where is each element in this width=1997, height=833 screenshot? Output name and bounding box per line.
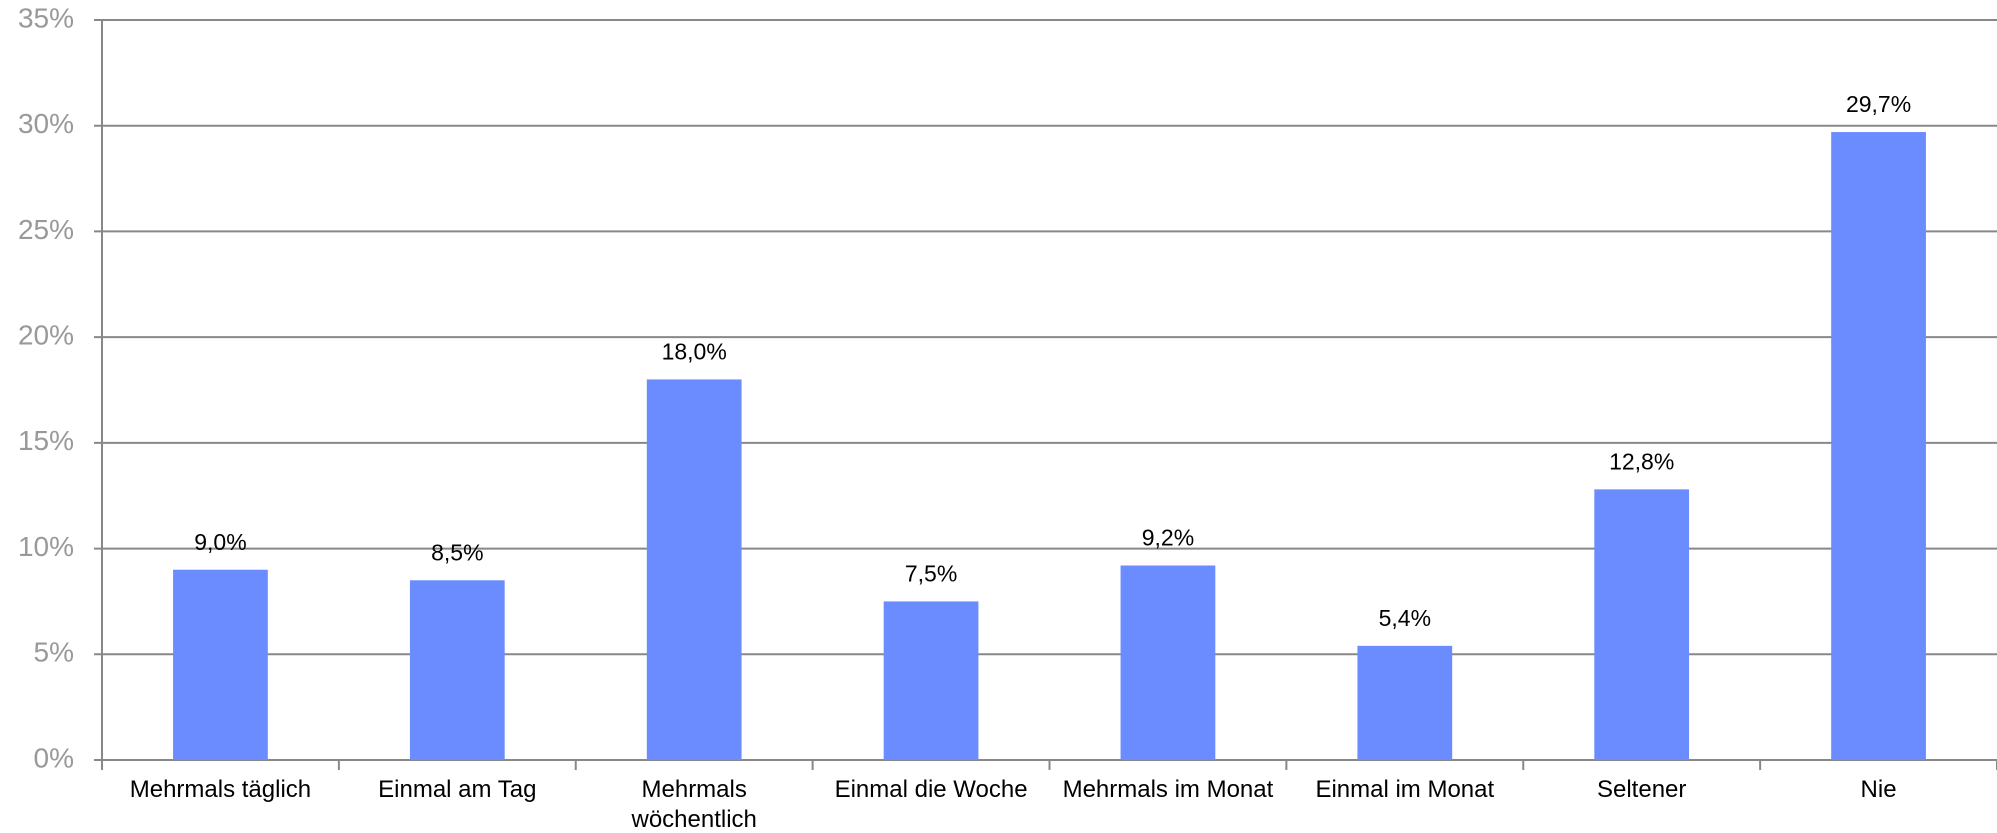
value-label: 7,5% <box>905 561 957 587</box>
bar <box>1831 132 1926 761</box>
y-tick-label: 10% <box>18 531 74 562</box>
x-tick-label: Einmal am Tag <box>378 776 537 803</box>
bar <box>1120 565 1216 760</box>
x-tick-label: Einmal im Monat <box>1315 776 1495 803</box>
x-tick-label: Seltener <box>1596 776 1687 803</box>
y-tick-label: 5% <box>34 637 74 668</box>
bar <box>1594 489 1690 760</box>
value-label: 9,2% <box>1142 525 1194 551</box>
y-tick-label: 0% <box>34 742 74 773</box>
value-label: 8,5% <box>431 539 483 565</box>
y-tick-label: 35% <box>18 2 74 33</box>
bar <box>883 601 979 760</box>
y-tick-label: 15% <box>18 425 74 456</box>
value-label: 9,0% <box>194 529 246 555</box>
bar <box>173 569 268 760</box>
x-tick-label: Mehrmals wöchentlich <box>631 776 757 833</box>
x-tick-label: Einmal die Woche <box>834 776 1028 803</box>
value-label: 18,0% <box>662 339 727 365</box>
value-label: 29,7% <box>1846 91 1911 117</box>
bar <box>409 580 505 760</box>
value-label: 12,8% <box>1609 448 1674 474</box>
x-tick-label: Nie <box>1860 776 1897 803</box>
y-tick-label: 25% <box>18 214 74 245</box>
bar <box>1357 645 1453 760</box>
x-tick-label: Mehrmals im Monat <box>1062 776 1274 803</box>
y-tick-label: 30% <box>18 108 74 139</box>
bar <box>646 379 742 760</box>
x-tick-label: Mehrmals täglich <box>129 776 312 803</box>
y-tick-label: 20% <box>18 320 74 351</box>
value-label: 5,4% <box>1379 605 1431 631</box>
